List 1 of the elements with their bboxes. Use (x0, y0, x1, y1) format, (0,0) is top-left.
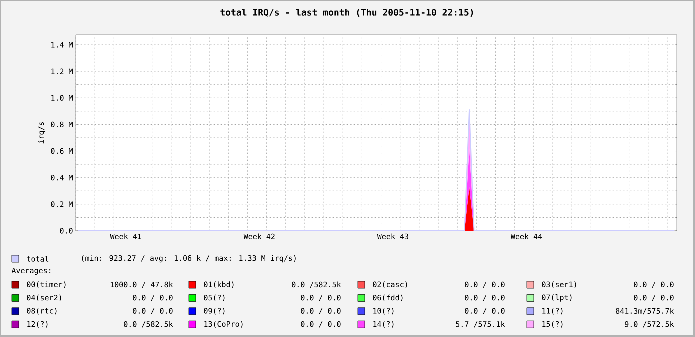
chart-title: total IRQ/s - last month (Thu 2005-11-10 22:15) (220, 8, 474, 18)
